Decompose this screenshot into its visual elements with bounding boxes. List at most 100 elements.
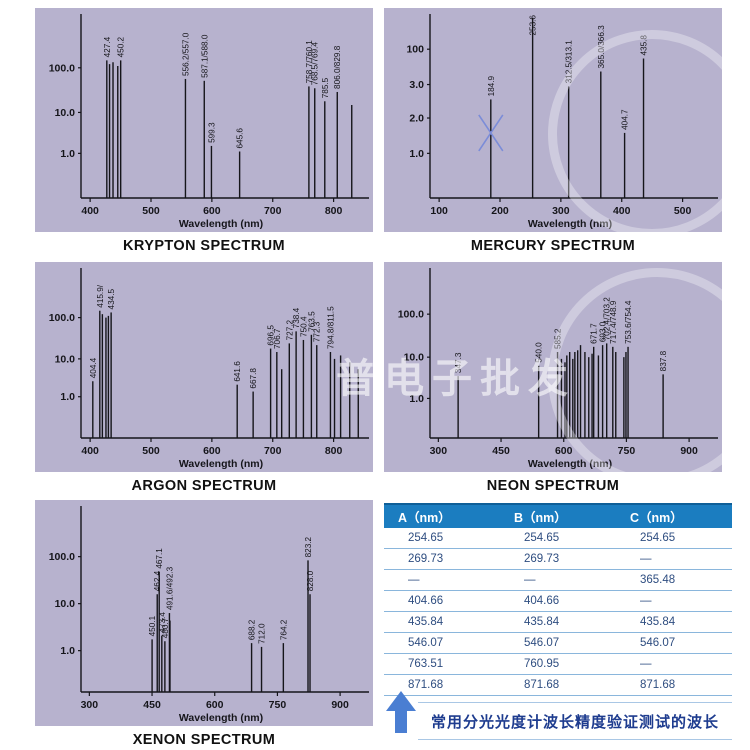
svg-text:800: 800 bbox=[325, 205, 343, 217]
table-row: 254.65 254.65 254.65 bbox=[384, 528, 732, 549]
svg-text:347.3: 347.3 bbox=[454, 352, 463, 373]
xenon-panel: 300 450 600 750 900 Wavelength (nm) 1.0 10.0 100… bbox=[35, 500, 373, 748]
svg-text:253.6: 253.6 bbox=[529, 15, 538, 36]
table-cell: 546.07 bbox=[524, 637, 560, 649]
svg-text:450: 450 bbox=[492, 445, 510, 457]
svg-text:312.5/313.1: 312.5/313.1 bbox=[565, 40, 574, 84]
svg-text:Wavelength (nm): Wavelength (nm) bbox=[179, 458, 263, 470]
svg-text:828.0: 828.0 bbox=[306, 570, 315, 591]
svg-text:712.0: 712.0 bbox=[258, 623, 267, 644]
svg-text:702.4/703.2: 702.4/703.2 bbox=[603, 297, 612, 341]
svg-text:706.7: 706.7 bbox=[273, 328, 282, 349]
caption-row: 常用分光光度计波长精度验证测试的波长 bbox=[418, 702, 732, 740]
svg-text:688.2: 688.2 bbox=[248, 619, 257, 640]
table-cell: 404.66 bbox=[408, 595, 444, 607]
krypton-spectrum-chart: 400 500 600 700 800 Wavelength (nm) 1.0 10.0 100… bbox=[35, 8, 373, 232]
svg-text:750: 750 bbox=[269, 699, 287, 711]
svg-text:671.7: 671.7 bbox=[590, 323, 599, 344]
table-cell: — bbox=[640, 658, 652, 670]
wavelength-table: A（nm） B（nm） C（nm） 254.65 254.65 254.65 269.… bbox=[384, 503, 732, 740]
table-row: 546.07 546.07 546.07 bbox=[384, 633, 732, 654]
table-cell: 763.51 bbox=[408, 658, 444, 670]
svg-text:473.4: 473.4 bbox=[158, 612, 167, 633]
svg-text:763.5: 763.5 bbox=[307, 311, 316, 332]
svg-text:415.9/: 415.9/ bbox=[96, 284, 105, 307]
svg-text:794.8/811.5: 794.8/811.5 bbox=[326, 306, 335, 349]
svg-text:Wavelength (nm): Wavelength (nm) bbox=[528, 458, 612, 470]
table-cell: 435.84 bbox=[408, 616, 444, 628]
svg-text:404.7: 404.7 bbox=[621, 109, 630, 130]
svg-text:806.0/829.8: 806.0/829.8 bbox=[333, 45, 342, 89]
svg-text:404.4: 404.4 bbox=[89, 357, 98, 378]
svg-text:3.0: 3.0 bbox=[409, 79, 424, 91]
table-cell: 404.66 bbox=[524, 595, 560, 607]
svg-text:100: 100 bbox=[406, 44, 424, 56]
table-body: 254.65 254.65 254.65 269.73 269.73 — — — 365.48 4… bbox=[384, 528, 732, 696]
svg-text:500: 500 bbox=[142, 205, 160, 217]
table-row: 763.51 760.95 — bbox=[384, 654, 732, 675]
krypton-panel: 400 500 600 700 800 Wavelength (nm) 1.0 10.0 100… bbox=[35, 8, 373, 254]
svg-text:400: 400 bbox=[81, 205, 99, 217]
table-header-row: A（nm） B（nm） C（nm） bbox=[384, 503, 732, 528]
svg-text:700: 700 bbox=[264, 205, 282, 217]
table-cell: 254.65 bbox=[408, 532, 444, 544]
svg-text:462.4: 462.4 bbox=[153, 570, 162, 591]
svg-text:900: 900 bbox=[680, 445, 698, 457]
svg-text:600: 600 bbox=[555, 445, 573, 457]
svg-text:450: 450 bbox=[143, 699, 161, 711]
svg-text:480.7: 480.7 bbox=[161, 617, 170, 638]
svg-text:2.0: 2.0 bbox=[409, 113, 424, 125]
krypton-title: KRYPTON SPECTRUM bbox=[123, 238, 285, 254]
table-cell: 760.95 bbox=[524, 658, 560, 670]
xenon-spectrum-chart: 300 450 600 750 900 Wavelength (nm) 1.0 10.0 100… bbox=[35, 500, 373, 726]
table-cell: — bbox=[640, 595, 652, 607]
svg-text:1.0: 1.0 bbox=[409, 148, 424, 160]
svg-text:400: 400 bbox=[81, 445, 99, 457]
svg-text:467.1: 467.1 bbox=[155, 548, 164, 569]
svg-text:300: 300 bbox=[81, 699, 99, 711]
table-header-b: B（nm） bbox=[514, 511, 567, 525]
svg-text:300: 300 bbox=[552, 205, 570, 217]
svg-text:100.0: 100.0 bbox=[49, 62, 75, 74]
svg-text:700: 700 bbox=[264, 445, 282, 457]
svg-text:600: 600 bbox=[203, 205, 221, 217]
xenon-title: XENON SPECTRUM bbox=[132, 732, 276, 748]
svg-text:450.2: 450.2 bbox=[117, 36, 126, 57]
svg-text:427.4: 427.4 bbox=[103, 36, 112, 57]
svg-text:758.7/760.1: 758.7/760.1 bbox=[305, 40, 314, 84]
svg-text:587.1/588.0: 587.1/588.0 bbox=[200, 34, 209, 78]
table-cell: 435.84 bbox=[524, 616, 560, 628]
svg-text:696.5: 696.5 bbox=[267, 325, 276, 346]
svg-text:100.0: 100.0 bbox=[398, 309, 424, 321]
table-row: 404.66 404.66 — bbox=[384, 591, 732, 612]
svg-text:1.0: 1.0 bbox=[60, 645, 75, 657]
up-arrow-icon bbox=[386, 691, 416, 733]
table-cell: — bbox=[640, 553, 652, 565]
svg-text:1.0: 1.0 bbox=[60, 148, 75, 160]
argon-panel: 400 500 600 700 800 Wavelength (nm) 1.0 10.0 100… bbox=[35, 262, 373, 494]
svg-text:600: 600 bbox=[206, 699, 224, 711]
neon-spectrum-chart: 300 450 600 750 900 Wavelength (nm) 1.0 10.0 100… bbox=[384, 262, 722, 472]
svg-text:768.5/769.4: 768.5/769.4 bbox=[311, 42, 320, 86]
svg-text:785.5: 785.5 bbox=[321, 77, 330, 98]
svg-text:727.2: 727.2 bbox=[285, 319, 294, 340]
table-caption: 常用分光光度计波长精度验证测试的波长 bbox=[430, 714, 719, 731]
svg-text:10.0: 10.0 bbox=[404, 352, 425, 364]
svg-text:184.9: 184.9 bbox=[487, 75, 496, 96]
table-cell: — bbox=[408, 574, 420, 586]
svg-text:10.0: 10.0 bbox=[55, 598, 76, 610]
table-cell: 254.65 bbox=[640, 532, 676, 544]
table-cell: 546.07 bbox=[640, 637, 676, 649]
table-cell: 871.68 bbox=[640, 679, 676, 691]
svg-text:585.2: 585.2 bbox=[554, 328, 563, 349]
svg-text:837.8: 837.8 bbox=[659, 350, 668, 371]
svg-text:1.0: 1.0 bbox=[60, 391, 75, 403]
svg-text:1.0: 1.0 bbox=[409, 393, 424, 405]
neon-panel: 300 450 600 750 900 Wavelength (nm) 1.0 10.0 100… bbox=[384, 262, 722, 494]
svg-text:10.0: 10.0 bbox=[55, 353, 76, 365]
mercury-title: MERCURY SPECTRUM bbox=[470, 238, 636, 254]
svg-text:100: 100 bbox=[430, 205, 448, 217]
table-cell: 269.73 bbox=[524, 553, 560, 565]
neon-title: NEON SPECTRUM bbox=[486, 478, 620, 494]
